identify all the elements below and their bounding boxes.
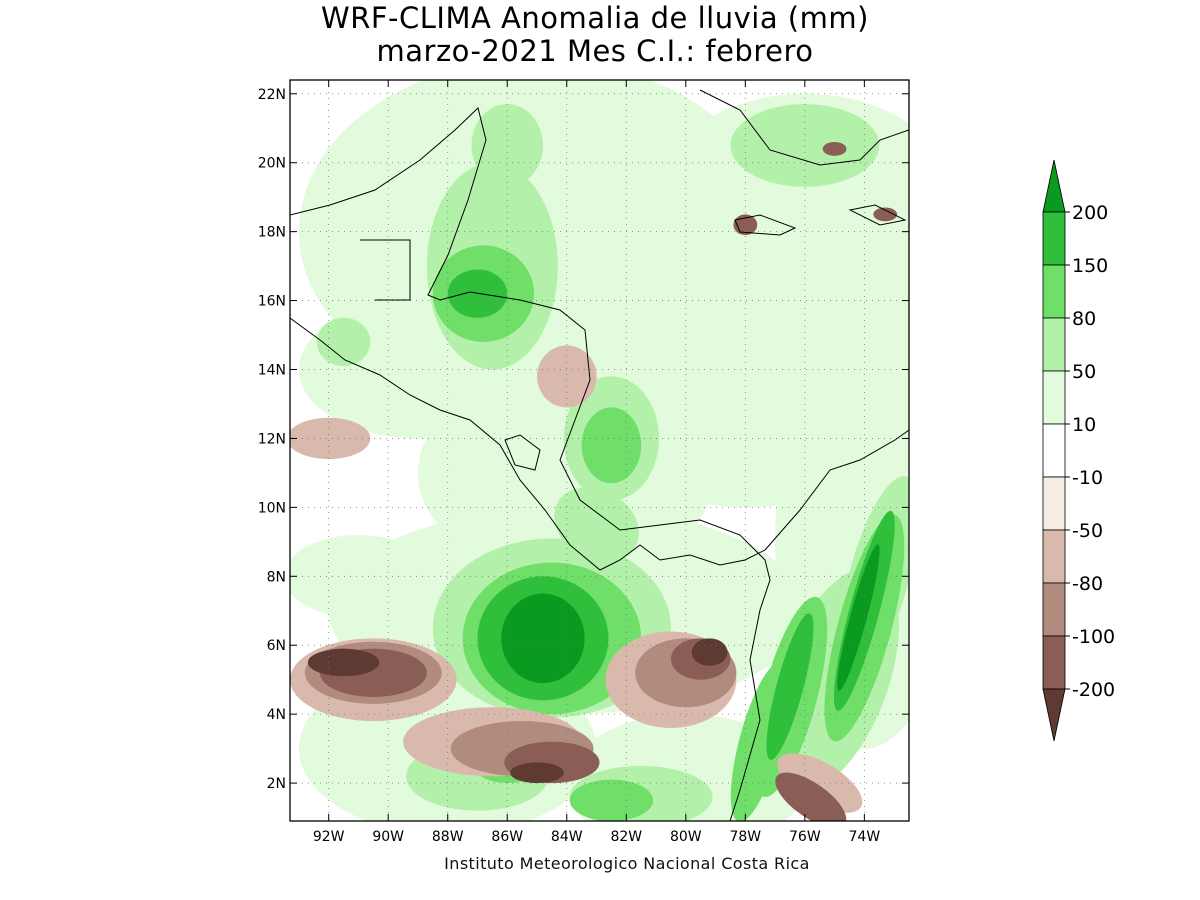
longitude-tick-label: 80W bbox=[670, 829, 702, 845]
latitude-tick-label: 12N bbox=[258, 431, 286, 447]
colorbar-label: -100 bbox=[1072, 626, 1115, 648]
colorbar-segment bbox=[1042, 635, 1066, 690]
colorbar-label: -80 bbox=[1072, 573, 1103, 595]
colorbar-segment bbox=[1042, 211, 1066, 266]
anomaly-region bbox=[290, 417, 371, 460]
colorbar-label: 80 bbox=[1072, 308, 1096, 330]
colorbar-label: 150 bbox=[1072, 255, 1108, 277]
latitude-tick-label: 14N bbox=[258, 363, 286, 379]
coastline bbox=[699, 89, 909, 166]
longitude-tick-label: 84W bbox=[551, 829, 583, 845]
map-title: WRF-CLIMA Anomalia de lluvia (mm) bbox=[321, 1, 869, 35]
coastline bbox=[360, 239, 411, 301]
colorbar-label: 10 bbox=[1072, 414, 1096, 436]
latitude-tick-label: 18N bbox=[258, 225, 286, 241]
longitude-tick-label: 82W bbox=[610, 829, 642, 845]
anomaly-field bbox=[290, 80, 909, 821]
anomaly-region bbox=[501, 593, 585, 684]
anomaly-region bbox=[290, 534, 433, 618]
colorbar-segment bbox=[1042, 476, 1066, 531]
latitude-tick-label: 20N bbox=[258, 156, 286, 172]
colorbar-segment bbox=[1042, 264, 1066, 319]
coastline bbox=[290, 107, 771, 821]
anomaly-region bbox=[316, 317, 371, 367]
anomaly-region bbox=[537, 345, 597, 408]
colorbar-segment bbox=[1042, 423, 1066, 478]
colorbar-label: -10 bbox=[1072, 467, 1103, 489]
latitude-tick-label: 10N bbox=[258, 500, 286, 516]
latitude-axis: 2N 4N 6N 8N 10N 12N 14N 16N 18N 20N 22N bbox=[258, 87, 909, 792]
longitude-tick-label: 90W bbox=[372, 829, 404, 845]
latitude-tick-label: 4N bbox=[267, 707, 286, 723]
latitude-tick-label: 8N bbox=[267, 569, 286, 585]
longitude-tick-label: 86W bbox=[491, 829, 523, 845]
latitude-tick-label: 16N bbox=[258, 294, 286, 310]
colorbar-label: -50 bbox=[1072, 520, 1103, 542]
colorbar-segment bbox=[1042, 529, 1066, 584]
colorbar: 200 150 80 50 10 -10 -50 -80 -100 -200 bbox=[1042, 159, 1115, 742]
colorbar-label: 200 bbox=[1072, 202, 1108, 224]
coastline bbox=[504, 434, 541, 471]
anomaly-region bbox=[730, 104, 880, 187]
coastline bbox=[734, 214, 797, 236]
longitude-axis: 92W 90W 88W 86W 84W 82W 80W 78W 76W 74W bbox=[313, 80, 880, 845]
map-subtitle: marzo-2021 Mes C.I.: febrero bbox=[376, 34, 814, 68]
anomaly-region bbox=[822, 142, 847, 156]
latitude-tick-label: 6N bbox=[267, 638, 286, 654]
latitude-tick-label: 22N bbox=[258, 87, 286, 103]
anomaly-region bbox=[307, 648, 380, 677]
anomaly-region bbox=[569, 779, 654, 821]
anomaly-region bbox=[777, 753, 863, 813]
coastline bbox=[764, 429, 909, 551]
colorbar-label: -200 bbox=[1072, 679, 1115, 701]
longitude-tick-label: 88W bbox=[432, 829, 464, 845]
longitude-tick-label: 74W bbox=[849, 829, 881, 845]
colorbar-top-arrow bbox=[1042, 159, 1066, 213]
colorbar-bottom-arrow bbox=[1042, 688, 1066, 742]
anomaly-region bbox=[554, 487, 639, 562]
credit-text: Instituto Meteorologico Nacional Costa R… bbox=[444, 854, 810, 873]
coastline bbox=[290, 317, 766, 571]
anomaly-region bbox=[471, 104, 543, 187]
coastline bbox=[848, 204, 907, 226]
anomaly-region bbox=[581, 407, 642, 484]
anomaly-region bbox=[837, 544, 880, 691]
anomaly-region bbox=[510, 762, 564, 784]
anomaly-region bbox=[775, 772, 847, 821]
anomaly-region bbox=[691, 638, 728, 666]
colorbar-label: 50 bbox=[1072, 361, 1096, 383]
plot-frame bbox=[289, 79, 910, 822]
longitude-tick-label: 78W bbox=[729, 829, 761, 845]
longitude-tick-label: 92W bbox=[313, 829, 345, 845]
colorbar-segment bbox=[1042, 317, 1066, 372]
colorbar-segment bbox=[1042, 582, 1066, 637]
coastlines-borders bbox=[290, 89, 909, 821]
longitude-tick-label: 76W bbox=[789, 829, 821, 845]
anomaly-region bbox=[873, 207, 898, 222]
anomaly-region bbox=[766, 613, 814, 760]
colorbar-segment bbox=[1042, 370, 1066, 425]
latitude-tick-label: 2N bbox=[267, 776, 286, 792]
